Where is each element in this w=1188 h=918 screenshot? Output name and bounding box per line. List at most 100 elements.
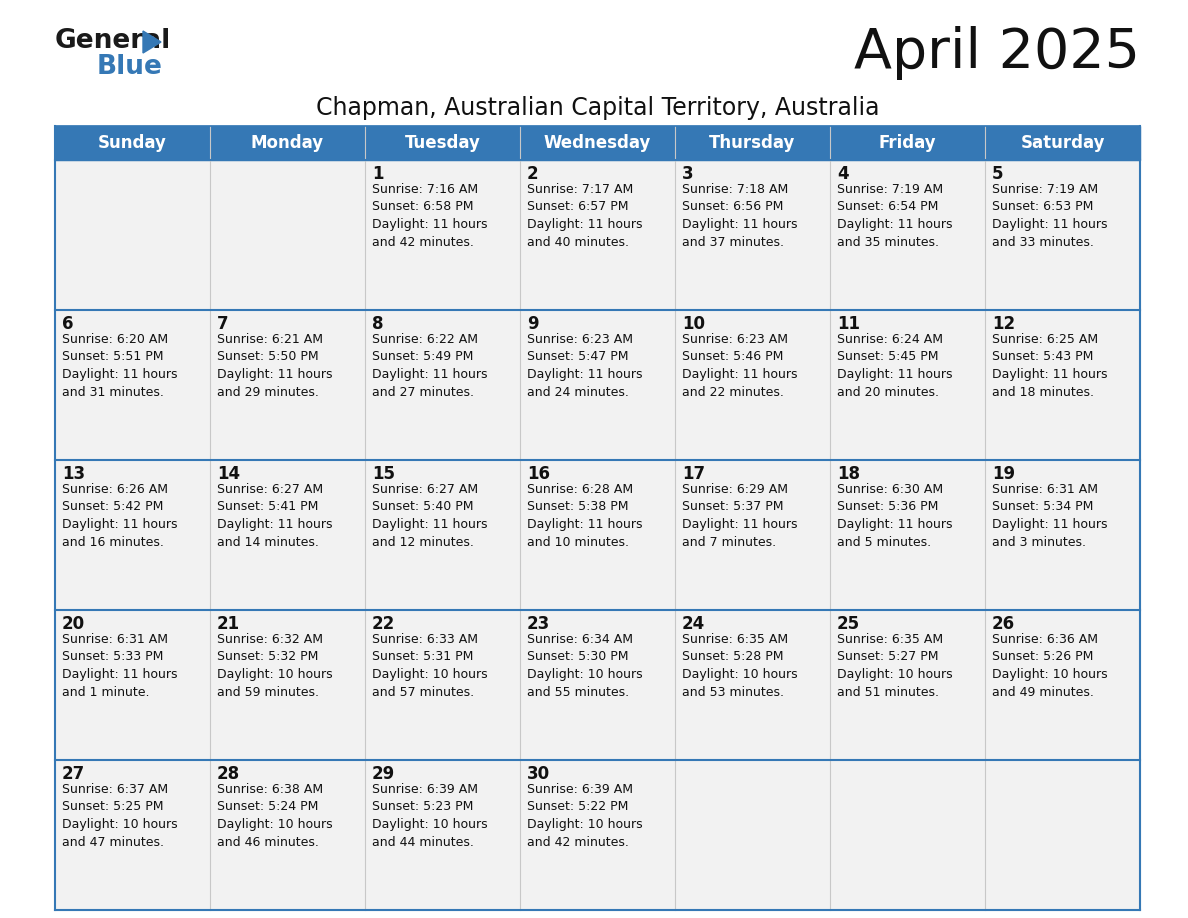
Text: 2: 2 <box>527 165 538 183</box>
Text: 3: 3 <box>682 165 694 183</box>
Text: 4: 4 <box>838 165 848 183</box>
Text: 22: 22 <box>372 615 396 633</box>
Text: Sunrise: 6:29 AM
Sunset: 5:37 PM
Daylight: 11 hours
and 7 minutes.: Sunrise: 6:29 AM Sunset: 5:37 PM Dayligh… <box>682 483 797 548</box>
Text: Sunrise: 6:27 AM
Sunset: 5:41 PM
Daylight: 11 hours
and 14 minutes.: Sunrise: 6:27 AM Sunset: 5:41 PM Dayligh… <box>217 483 333 548</box>
Bar <box>830 460 985 610</box>
Text: 10: 10 <box>682 315 704 333</box>
Text: Sunrise: 6:31 AM
Sunset: 5:33 PM
Daylight: 11 hours
and 1 minute.: Sunrise: 6:31 AM Sunset: 5:33 PM Dayligh… <box>62 633 177 699</box>
Text: 7: 7 <box>217 315 228 333</box>
Text: Saturday: Saturday <box>1020 134 1105 152</box>
Text: Sunrise: 6:20 AM
Sunset: 5:51 PM
Daylight: 11 hours
and 31 minutes.: Sunrise: 6:20 AM Sunset: 5:51 PM Dayligh… <box>62 333 177 398</box>
Bar <box>830 160 985 310</box>
Text: Wednesday: Wednesday <box>544 134 651 152</box>
Bar <box>675 160 830 310</box>
Text: Sunrise: 6:30 AM
Sunset: 5:36 PM
Daylight: 11 hours
and 5 minutes.: Sunrise: 6:30 AM Sunset: 5:36 PM Dayligh… <box>838 483 953 548</box>
Text: Sunrise: 6:27 AM
Sunset: 5:40 PM
Daylight: 11 hours
and 12 minutes.: Sunrise: 6:27 AM Sunset: 5:40 PM Dayligh… <box>372 483 487 548</box>
Bar <box>55 126 1140 160</box>
Text: Sunrise: 6:39 AM
Sunset: 5:22 PM
Daylight: 10 hours
and 42 minutes.: Sunrise: 6:39 AM Sunset: 5:22 PM Dayligh… <box>527 783 643 848</box>
Bar <box>365 760 520 910</box>
Text: Sunrise: 7:19 AM
Sunset: 6:53 PM
Daylight: 11 hours
and 33 minutes.: Sunrise: 7:19 AM Sunset: 6:53 PM Dayligh… <box>992 183 1107 249</box>
Bar <box>365 160 520 310</box>
Bar <box>985 310 1140 460</box>
Bar <box>520 760 675 910</box>
Text: 23: 23 <box>527 615 550 633</box>
Text: 6: 6 <box>62 315 74 333</box>
Text: Sunrise: 6:36 AM
Sunset: 5:26 PM
Daylight: 10 hours
and 49 minutes.: Sunrise: 6:36 AM Sunset: 5:26 PM Dayligh… <box>992 633 1107 699</box>
Text: Sunrise: 6:37 AM
Sunset: 5:25 PM
Daylight: 10 hours
and 47 minutes.: Sunrise: 6:37 AM Sunset: 5:25 PM Dayligh… <box>62 783 178 848</box>
Text: Sunrise: 6:25 AM
Sunset: 5:43 PM
Daylight: 11 hours
and 18 minutes.: Sunrise: 6:25 AM Sunset: 5:43 PM Dayligh… <box>992 333 1107 398</box>
Bar <box>210 760 365 910</box>
Text: 11: 11 <box>838 315 860 333</box>
Text: Sunrise: 6:23 AM
Sunset: 5:46 PM
Daylight: 11 hours
and 22 minutes.: Sunrise: 6:23 AM Sunset: 5:46 PM Dayligh… <box>682 333 797 398</box>
Text: Tuesday: Tuesday <box>405 134 480 152</box>
Text: 13: 13 <box>62 465 86 483</box>
Text: 20: 20 <box>62 615 86 633</box>
Text: 26: 26 <box>992 615 1015 633</box>
Polygon shape <box>143 31 162 53</box>
Text: 15: 15 <box>372 465 394 483</box>
Text: Sunrise: 6:23 AM
Sunset: 5:47 PM
Daylight: 11 hours
and 24 minutes.: Sunrise: 6:23 AM Sunset: 5:47 PM Dayligh… <box>527 333 643 398</box>
Text: April 2025: April 2025 <box>854 26 1140 80</box>
Text: 16: 16 <box>527 465 550 483</box>
Text: 12: 12 <box>992 315 1015 333</box>
Bar <box>520 310 675 460</box>
Text: Friday: Friday <box>879 134 936 152</box>
Text: Sunrise: 6:39 AM
Sunset: 5:23 PM
Daylight: 10 hours
and 44 minutes.: Sunrise: 6:39 AM Sunset: 5:23 PM Dayligh… <box>372 783 487 848</box>
Bar <box>55 460 210 610</box>
Text: Sunrise: 6:31 AM
Sunset: 5:34 PM
Daylight: 11 hours
and 3 minutes.: Sunrise: 6:31 AM Sunset: 5:34 PM Dayligh… <box>992 483 1107 548</box>
Text: Blue: Blue <box>97 54 163 80</box>
Bar <box>830 310 985 460</box>
Bar <box>985 610 1140 760</box>
Bar <box>55 310 210 460</box>
Text: 17: 17 <box>682 465 706 483</box>
Text: 19: 19 <box>992 465 1015 483</box>
Text: 1: 1 <box>372 165 384 183</box>
Bar <box>210 460 365 610</box>
Text: Sunrise: 6:33 AM
Sunset: 5:31 PM
Daylight: 10 hours
and 57 minutes.: Sunrise: 6:33 AM Sunset: 5:31 PM Dayligh… <box>372 633 487 699</box>
Bar <box>830 760 985 910</box>
Text: Sunrise: 6:24 AM
Sunset: 5:45 PM
Daylight: 11 hours
and 20 minutes.: Sunrise: 6:24 AM Sunset: 5:45 PM Dayligh… <box>838 333 953 398</box>
Bar <box>830 610 985 760</box>
Text: Sunrise: 7:16 AM
Sunset: 6:58 PM
Daylight: 11 hours
and 42 minutes.: Sunrise: 7:16 AM Sunset: 6:58 PM Dayligh… <box>372 183 487 249</box>
Bar <box>520 460 675 610</box>
Text: 21: 21 <box>217 615 240 633</box>
Bar <box>55 760 210 910</box>
Text: Sunrise: 6:26 AM
Sunset: 5:42 PM
Daylight: 11 hours
and 16 minutes.: Sunrise: 6:26 AM Sunset: 5:42 PM Dayligh… <box>62 483 177 548</box>
Text: Sunrise: 6:32 AM
Sunset: 5:32 PM
Daylight: 10 hours
and 59 minutes.: Sunrise: 6:32 AM Sunset: 5:32 PM Dayligh… <box>217 633 333 699</box>
Text: Monday: Monday <box>251 134 324 152</box>
Text: Sunrise: 6:38 AM
Sunset: 5:24 PM
Daylight: 10 hours
and 46 minutes.: Sunrise: 6:38 AM Sunset: 5:24 PM Dayligh… <box>217 783 333 848</box>
Text: Chapman, Australian Capital Territory, Australia: Chapman, Australian Capital Territory, A… <box>316 96 879 120</box>
Text: Sunrise: 6:22 AM
Sunset: 5:49 PM
Daylight: 11 hours
and 27 minutes.: Sunrise: 6:22 AM Sunset: 5:49 PM Dayligh… <box>372 333 487 398</box>
Text: Sunrise: 7:17 AM
Sunset: 6:57 PM
Daylight: 11 hours
and 40 minutes.: Sunrise: 7:17 AM Sunset: 6:57 PM Dayligh… <box>527 183 643 249</box>
Bar <box>365 610 520 760</box>
Bar <box>985 160 1140 310</box>
Text: 30: 30 <box>527 765 550 783</box>
Text: Sunrise: 6:28 AM
Sunset: 5:38 PM
Daylight: 11 hours
and 10 minutes.: Sunrise: 6:28 AM Sunset: 5:38 PM Dayligh… <box>527 483 643 548</box>
Text: Thursday: Thursday <box>709 134 796 152</box>
Text: 27: 27 <box>62 765 86 783</box>
Bar <box>985 760 1140 910</box>
Bar <box>675 610 830 760</box>
Bar <box>210 610 365 760</box>
Text: Sunrise: 7:18 AM
Sunset: 6:56 PM
Daylight: 11 hours
and 37 minutes.: Sunrise: 7:18 AM Sunset: 6:56 PM Dayligh… <box>682 183 797 249</box>
Text: Sunrise: 6:34 AM
Sunset: 5:30 PM
Daylight: 10 hours
and 55 minutes.: Sunrise: 6:34 AM Sunset: 5:30 PM Dayligh… <box>527 633 643 699</box>
Text: 29: 29 <box>372 765 396 783</box>
Bar <box>55 160 210 310</box>
Text: 5: 5 <box>992 165 1004 183</box>
Text: Sunrise: 6:35 AM
Sunset: 5:28 PM
Daylight: 10 hours
and 53 minutes.: Sunrise: 6:35 AM Sunset: 5:28 PM Dayligh… <box>682 633 797 699</box>
Bar <box>55 610 210 760</box>
Bar <box>985 460 1140 610</box>
Bar <box>520 160 675 310</box>
Bar <box>520 610 675 760</box>
Bar <box>210 160 365 310</box>
Bar <box>675 310 830 460</box>
Text: 24: 24 <box>682 615 706 633</box>
Text: General: General <box>55 28 171 54</box>
Bar <box>675 460 830 610</box>
Text: Sunrise: 7:19 AM
Sunset: 6:54 PM
Daylight: 11 hours
and 35 minutes.: Sunrise: 7:19 AM Sunset: 6:54 PM Dayligh… <box>838 183 953 249</box>
Bar <box>210 310 365 460</box>
Text: Sunday: Sunday <box>99 134 168 152</box>
Text: 8: 8 <box>372 315 384 333</box>
Text: Sunrise: 6:35 AM
Sunset: 5:27 PM
Daylight: 10 hours
and 51 minutes.: Sunrise: 6:35 AM Sunset: 5:27 PM Dayligh… <box>838 633 953 699</box>
Bar <box>365 460 520 610</box>
